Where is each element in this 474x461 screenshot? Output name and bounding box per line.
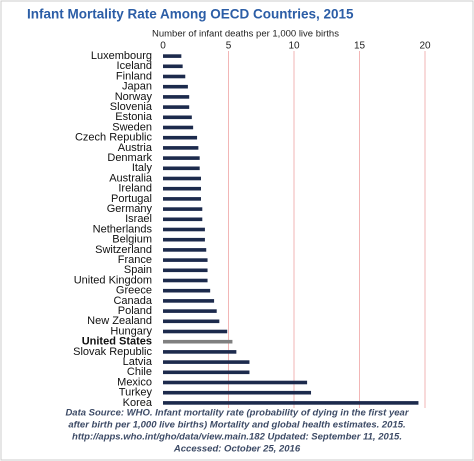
y-tick-label: Netherlands [93,223,153,235]
y-tick-label: Hungary [110,325,152,337]
bar [163,350,237,354]
bar [163,84,188,89]
y-tick-label: Czech Republic [75,132,153,144]
y-tick-label: Poland [118,305,152,317]
bar [163,217,203,222]
y-tick-label: Chile [127,366,152,378]
bar [163,146,199,150]
bar [163,360,250,364]
bar [163,278,208,283]
y-tick-label: Norway [115,91,153,103]
y-tick-label: Italy [132,162,153,174]
y-tick-label: Ireland [118,183,152,195]
y-tick-label: Sweden [112,121,152,133]
bar [163,54,182,58]
bar [163,390,312,395]
bar [163,166,200,171]
bar [163,227,205,232]
bar [163,248,207,252]
x-tick-label: 15 [354,41,366,52]
bar [163,176,201,181]
bar [163,207,203,211]
y-tick-label: Mexico [117,376,152,388]
y-tick-label: Portugal [111,193,152,205]
y-tick-label: Estonia [115,111,153,123]
bar [163,309,217,313]
y-tick-label: Luxembourg [91,50,152,62]
y-tick-label: Germany [107,203,153,215]
chart-title: Infant Mortality Rate Among OECD Countri… [27,7,354,22]
bar [163,370,250,375]
axis-label: Number of infant deaths per 1,000 live b… [152,29,339,40]
y-tick-label: Spain [124,264,152,276]
y-tick-label: New Zealand [87,315,152,327]
source-note: Data Source: WHO. Infant mortality rate … [65,408,409,419]
bar [163,299,215,303]
x-tick-label: 10 [288,41,300,52]
bar [163,329,228,334]
x-tick-label: 0 [160,41,166,52]
y-tick-label: Austria [118,142,153,154]
y-tick-label: Latvia [123,356,153,368]
y-tick-label: Finland [116,70,152,82]
source-note: Accessed: October 25, 2016 [173,444,301,455]
bar [163,380,308,385]
bar [163,268,208,273]
source-note: after birth per 1,000 live births) Morta… [68,420,405,431]
y-tick-label: United States [82,336,152,348]
bar [163,95,190,99]
x-tick-label: 5 [226,41,232,52]
y-tick-label: Iceland [117,60,152,72]
bar [163,135,198,140]
y-tick-label: Belgium [112,234,152,246]
y-tick-label: France [118,254,152,266]
bar [163,105,190,109]
bar [163,237,205,242]
bar [163,115,192,120]
y-tick-label: Korea [123,397,153,409]
y-tick-label: Switzerland [95,244,152,256]
y-tick-label: Canada [113,295,152,307]
bar [163,197,201,201]
bar [163,288,211,293]
y-tick-label: United Kingdom [74,274,152,286]
bar [163,186,201,191]
y-tick-label: Japan [122,81,152,93]
bar [163,319,220,324]
bar [163,74,186,79]
x-tick-label: 20 [419,41,431,52]
bar [163,64,183,69]
source-note: http://apps.who.int/gho/data/view.main.1… [72,432,402,443]
y-tick-label: Australia [109,172,153,184]
bar [163,339,233,344]
bar [163,125,194,130]
y-tick-label: Greece [116,285,152,297]
y-tick-label: Denmark [107,152,152,164]
bar [163,401,419,405]
bar [163,258,208,262]
bar [163,156,200,160]
y-tick-label: Slovenia [110,101,153,113]
y-tick-label: Slovak Republic [73,346,152,358]
y-tick-label: Israel [125,213,152,225]
y-tick-label: Turkey [119,387,153,399]
